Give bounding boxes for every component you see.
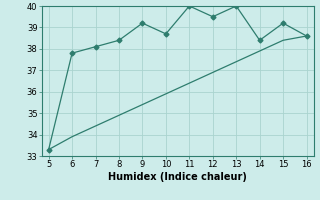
X-axis label: Humidex (Indice chaleur): Humidex (Indice chaleur) [108,172,247,182]
